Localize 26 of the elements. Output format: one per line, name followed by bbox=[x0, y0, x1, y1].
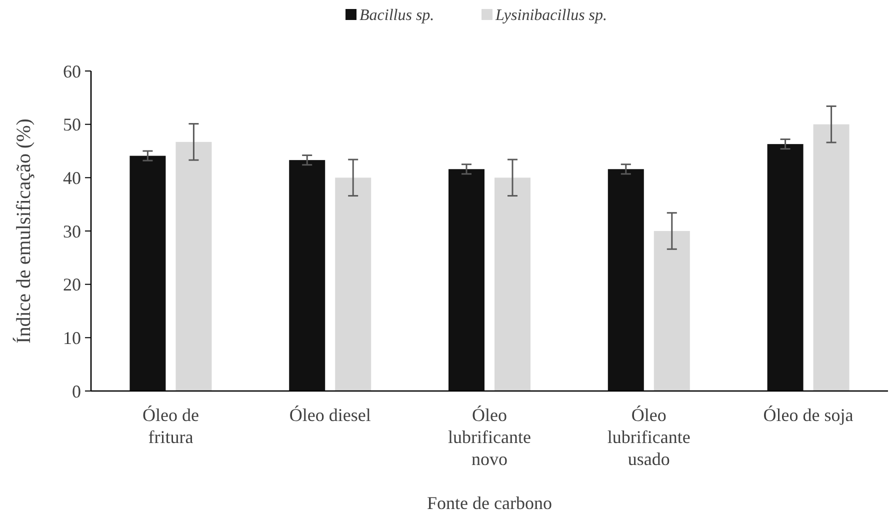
y-axis-title: Índice de emulsificação (%) bbox=[12, 118, 35, 344]
bar bbox=[608, 169, 644, 391]
bar bbox=[448, 169, 484, 391]
bar bbox=[494, 178, 530, 391]
x-tick-label: Óleo lubrificante novo bbox=[448, 405, 531, 469]
y-tick-label: 0 bbox=[72, 381, 81, 402]
y-tick-label: 50 bbox=[63, 114, 81, 135]
bar bbox=[130, 156, 166, 391]
bar bbox=[767, 144, 804, 391]
legend-label: Lysinibacillus sp. bbox=[494, 7, 608, 24]
x-tick-label: Óleo diesel bbox=[289, 405, 371, 425]
y-tick-label: 60 bbox=[63, 61, 81, 82]
y-tick-label: 40 bbox=[63, 168, 81, 188]
x-tick-label: Óleo de soja bbox=[763, 405, 854, 425]
x-tick-label: Óleo de fritura bbox=[142, 405, 199, 447]
y-tick-label: 20 bbox=[63, 274, 81, 295]
bar bbox=[813, 124, 850, 391]
bar bbox=[289, 160, 326, 391]
x-tick-label: Óleo lubrificante usado bbox=[607, 405, 690, 469]
legend-label: Bacillus sp. bbox=[360, 7, 434, 24]
bar bbox=[335, 178, 372, 391]
y-tick-label: 10 bbox=[63, 328, 81, 348]
x-axis-title: Fonte de carbono bbox=[427, 493, 552, 513]
bar bbox=[654, 231, 690, 391]
bar bbox=[176, 142, 212, 391]
y-tick-label: 30 bbox=[63, 221, 81, 242]
